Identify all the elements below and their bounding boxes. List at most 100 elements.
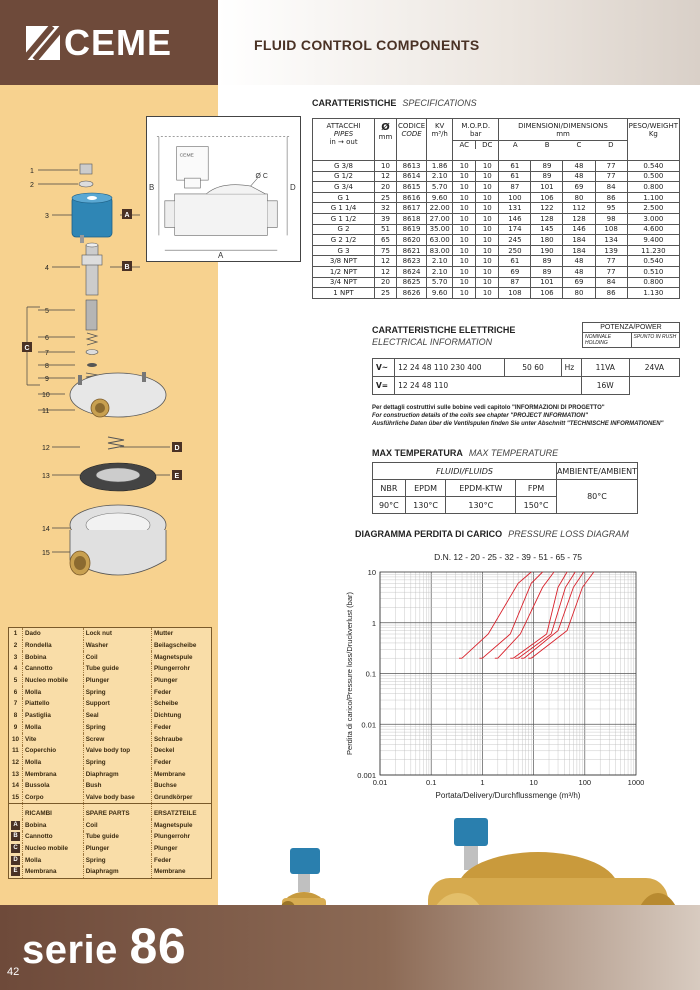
- dim-drawing-brand: CEME: [180, 152, 195, 158]
- diaphragm-icon: [79, 462, 157, 492]
- nut-icon: [79, 163, 93, 175]
- x-tick-label: 1: [480, 778, 484, 787]
- dimension-drawing: CEME A B Ø C D: [146, 116, 301, 262]
- x-tick-label: 10: [529, 778, 537, 787]
- parts-row: 4 Cannotto Tube guide Plungerrohr: [9, 663, 211, 675]
- part-label-1: 1: [30, 168, 34, 175]
- spec-row: G 2 51 8619 35.00 10 10 174 145 146 108 4.600: [312, 223, 681, 236]
- parts-row: 11 Coperchio Valve body top Deckel: [9, 744, 211, 757]
- page-number: 42: [7, 966, 20, 978]
- spec-row: 1/2 NPT 12 8624 2.10 10 10 69 89 48 77 0.510: [312, 265, 681, 278]
- spare-parts-header: RICAMBI SPARE PARTS ERSATZTEILE: [9, 802, 211, 820]
- specs-heading: CARATTERISTICHE SPECIFICATIONS: [312, 98, 477, 108]
- part-label-2: 2: [30, 182, 34, 189]
- header-title-panel: [218, 0, 700, 85]
- spec-row: G 3/8 10 8613 1.86 10 10 61 89 48 77 0.540: [312, 160, 681, 172]
- loss-curve-4: [512, 571, 568, 659]
- x-tick-label: 100: [579, 778, 592, 787]
- spec-row: G 1 25 8616 9.60 10 10 100 106 80 86 1.100: [312, 191, 681, 204]
- specs-subtitle: SPECIFICATIONS: [402, 98, 477, 108]
- spare-row: B Cannotto Tube guide Plungerrohr: [9, 831, 211, 843]
- col-dimensions: DIMENSIONI/DIMENSIONS mm A B C D: [498, 118, 628, 161]
- electrical-table: V~ 12 24 48 110 230 400 50 60 Hz 11VA 24…: [371, 358, 681, 395]
- coil-note: Per dettagli costruttivi sulle bobine ve…: [372, 405, 664, 427]
- part-label-14: 14: [42, 526, 50, 533]
- parts-row: 2 Rondella Washer Beilagscheibe: [9, 639, 211, 652]
- specs-table: ATTACCHI PIPES in → out Ø mm CODICE CODE…: [312, 118, 681, 299]
- ac-row: V~ 12 24 48 110 230 400 50 60 Hz 11VA 24…: [371, 358, 681, 377]
- parts-list: 1 Dado Lock nut Mutter 2 Rondella Washer Beilag…: [8, 627, 212, 879]
- spare-row: A Bobina Coil Magnetspule: [9, 819, 211, 831]
- part-label-11: 11: [42, 408, 49, 415]
- y-tick-label: 0.1: [366, 670, 376, 679]
- parts-row: 15 Corpo Valve body base Grundkörper: [9, 791, 211, 804]
- col-pipes: ATTACCHI PIPES in → out: [312, 118, 375, 161]
- x-axis-label: Portata/Delivery/Durchflussmenge (m³/h): [436, 791, 581, 800]
- y-tick-label: 10: [368, 568, 376, 577]
- loss-curve-6: [523, 571, 585, 659]
- temperature-table: FLUIDI/FLUIDS AMBIENTE/AMBIENT NBR EPDM …: [372, 462, 639, 514]
- parts-row: 3 Bobina Coil Magnetspule: [9, 651, 211, 664]
- spare-letter-e: E: [175, 473, 180, 480]
- chart-heading: DIAGRAMMA PERDITA DI CARICO PRESSURE LOSS…: [355, 529, 629, 539]
- support-icon: [85, 349, 99, 355]
- y-axis-label: Perdita di carico/Pressure loss/Druckver…: [345, 592, 354, 755]
- parts-row: 5 Nucleo mobile Plunger Plunger: [9, 674, 211, 687]
- loss-curve-5: [517, 571, 576, 659]
- x-tick-label: 0.01: [373, 778, 388, 787]
- spare-letter-d: D: [175, 445, 180, 452]
- spec-row: G 2 1/2 65 8620 63.00 10 10 245 180 184 134 9.400: [312, 234, 681, 246]
- specs-title: CARATTERISTICHE: [312, 98, 397, 108]
- page-title: FLUID CONTROL COMPONENTS: [254, 37, 480, 53]
- valve-body-icon: [69, 504, 167, 576]
- x-tick-label: 0.1: [426, 778, 436, 787]
- dc-row: V= 12 24 48 110 16W: [371, 376, 680, 395]
- parts-row: 6 Molla Spring Feder: [9, 686, 211, 699]
- spec-row: G 3/4 20 8615 5.70 10 10 87 101 69 84 0.800: [312, 181, 681, 193]
- parts-row: 14 Bussola Bush Buchse: [9, 779, 211, 792]
- y-tick-label: 0.01: [361, 720, 376, 729]
- spec-row: G 3 75 8621 83.00 10 10 250 190 184 139 11.230: [312, 244, 681, 257]
- spec-row: G 1 1/4 32 8617 22.00 10 10 131 122 112 95 2.500: [312, 202, 681, 214]
- spring-large-icon: [107, 436, 125, 450]
- coil-icon: [71, 192, 113, 243]
- parts-row: 7 Piattello Support Scheibe: [9, 698, 211, 710]
- y-tick-label: 1: [372, 619, 376, 628]
- series-title: serie 86: [22, 918, 187, 974]
- electrical-section: CARATTERISTICHE ELETTRICHE ELECTRICAL IN…: [371, 322, 681, 395]
- col-kv: KV m³/h: [426, 118, 454, 161]
- dim-label-a: A: [218, 251, 224, 260]
- spare-letter-c: C: [25, 345, 30, 352]
- parts-row: 9 Molla Spring Feder: [9, 721, 211, 734]
- spec-row: 1 NPT 25 8626 9.60 10 10 108 106 80 86 1.130: [312, 287, 681, 299]
- parts-row: 10 Vite Screw Schraube: [9, 733, 211, 745]
- spare-row: E Membrana Diaphragm Membrane: [9, 866, 211, 878]
- plot-frame: [379, 571, 637, 776]
- valve-top-icon: [69, 372, 167, 418]
- loss-curve-3: [497, 571, 555, 659]
- spare-row: D Molla Spring Feder: [9, 854, 211, 867]
- spec-row: 3/4 NPT 20 8625 5.70 10 10 87 101 69 84 0.800: [312, 276, 681, 289]
- electrical-subtitle: ELECTRICAL INFORMATION: [372, 337, 493, 347]
- loss-curve-2: [482, 571, 543, 659]
- dim-label-d: D: [290, 183, 296, 192]
- parts-row: 8 Pastiglia Seal Dichtung: [9, 709, 211, 722]
- col-weight: PESO/WEIGHT Kg: [626, 118, 681, 161]
- washer-icon: [78, 180, 94, 188]
- part-label-6: 6: [45, 335, 49, 342]
- spec-row: 3/8 NPT 12 8623 2.10 10 10 61 89 48 77 0.540: [312, 255, 681, 267]
- spare-letter-b: B: [125, 264, 130, 271]
- power-header: POTENZA/POWER NOMINALE HOLDING SPUNTO IN …: [582, 322, 680, 348]
- parts-row: 12 Molla Spring Feder: [9, 756, 211, 769]
- dim-label-c: Ø C: [256, 173, 268, 180]
- part-label-15: 15: [42, 550, 50, 557]
- ceme-logo-mark-icon: [26, 26, 60, 60]
- loss-curve-7: [530, 571, 595, 659]
- spec-row: G 1 1/2 39 8618 27.00 10 10 146 128 128 98 3.000: [312, 212, 681, 225]
- part-label-5: 5: [45, 308, 49, 315]
- part-label-12: 12: [42, 445, 50, 452]
- chart-title: D.N. 12 - 20 - 25 - 32 - 39 - 51 - 65 - …: [434, 552, 582, 562]
- part-label-7: 7: [45, 350, 49, 357]
- brand-name: CEME: [64, 22, 173, 63]
